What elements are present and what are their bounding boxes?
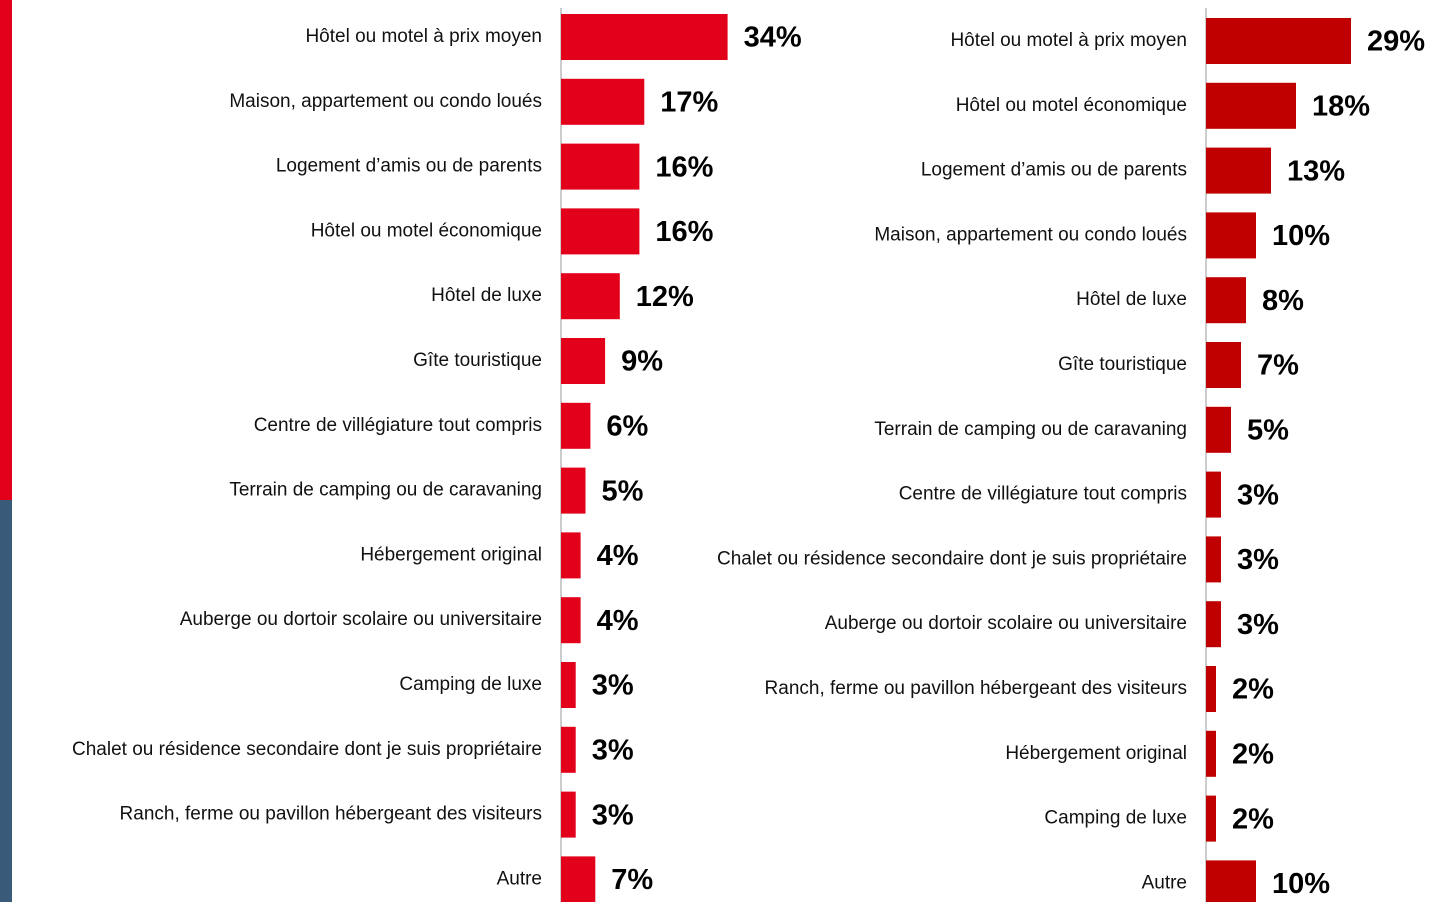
- bar: [1206, 212, 1256, 259]
- bar: [561, 273, 620, 320]
- category-label: Centre de villégiature tout compris: [254, 415, 542, 436]
- value-label: 5%: [602, 475, 644, 507]
- bar: [561, 791, 576, 838]
- category-label: Autre: [1142, 872, 1187, 893]
- bar: [561, 402, 591, 449]
- category-label: Ranch, ferme ou pavillon hébergeant des …: [120, 804, 542, 825]
- category-label: Gîte touristique: [1058, 354, 1187, 375]
- value-label: 29%: [1367, 26, 1425, 58]
- value-label: 10%: [1272, 868, 1330, 900]
- bar: [561, 467, 586, 514]
- category-label: Autre: [497, 868, 542, 889]
- value-label: 2%: [1232, 674, 1274, 706]
- bar: [1206, 730, 1216, 777]
- side-strip: [0, 0, 12, 500]
- category-label: Camping de luxe: [1044, 808, 1187, 829]
- bar: [1206, 82, 1296, 129]
- bar: [561, 662, 576, 708]
- bar: [1206, 147, 1271, 194]
- category-label: Terrain de camping ou de caravaning: [874, 419, 1187, 440]
- value-label: 4%: [597, 605, 639, 637]
- value-label: 4%: [597, 540, 639, 572]
- category-label: Hôtel de luxe: [1076, 289, 1187, 310]
- category-label: Maison, appartement ou condo loués: [874, 224, 1187, 245]
- category-label: Auberge ou dortoir scolaire ou universit…: [180, 609, 542, 630]
- value-label: 2%: [1232, 803, 1274, 835]
- side-image: [0, 500, 12, 902]
- value-label: 6%: [606, 410, 648, 442]
- category-label: Chalet ou résidence secondaire dont je s…: [72, 739, 542, 760]
- bar: [561, 597, 581, 644]
- category-label: Hôtel de luxe: [431, 285, 542, 306]
- category-label: Hôtel ou motel à prix moyen: [950, 30, 1187, 51]
- bar: [1206, 277, 1246, 324]
- bar: [1206, 18, 1351, 64]
- value-label: 16%: [655, 216, 713, 248]
- value-label: 16%: [655, 151, 713, 183]
- category-label: Logement d’amis ou de parents: [921, 160, 1187, 181]
- value-label: 12%: [636, 281, 694, 313]
- category-label: Hôtel ou motel à prix moyen: [305, 26, 542, 47]
- bar: [1206, 860, 1256, 902]
- bar: [1206, 471, 1221, 518]
- category-label: Centre de villégiature tout compris: [899, 484, 1187, 505]
- value-label: 3%: [592, 734, 634, 766]
- category-label: Hôtel ou motel économique: [956, 95, 1187, 116]
- bar: [561, 14, 728, 60]
- bar: [1206, 342, 1241, 388]
- bar: [1206, 666, 1216, 712]
- value-label: 3%: [1237, 479, 1279, 511]
- bar: [561, 78, 645, 125]
- bar: [561, 338, 606, 384]
- value-label: 3%: [1237, 609, 1279, 641]
- bar: [1206, 601, 1221, 648]
- value-label: 17%: [660, 86, 718, 118]
- category-label: Chalet ou résidence secondaire dont je s…: [717, 548, 1187, 569]
- category-label: Auberge ou dortoir scolaire ou universit…: [825, 613, 1187, 634]
- bar: [561, 532, 581, 579]
- value-label: 10%: [1272, 220, 1330, 252]
- value-label: 7%: [611, 864, 653, 896]
- value-label: 34%: [744, 22, 802, 54]
- value-label: 3%: [592, 799, 634, 831]
- category-label: Terrain de camping ou de caravaning: [229, 480, 542, 501]
- bar: [561, 726, 576, 773]
- bar: [1206, 536, 1221, 583]
- value-label: 8%: [1262, 285, 1304, 317]
- category-label: Hébergement original: [1005, 743, 1187, 764]
- bar: [1206, 406, 1231, 453]
- bar: [561, 208, 640, 255]
- value-label: 5%: [1247, 414, 1289, 446]
- value-label: 3%: [1237, 544, 1279, 576]
- value-label: 13%: [1287, 155, 1345, 187]
- bar: [561, 856, 596, 902]
- bar: [561, 143, 640, 190]
- category-label: Hôtel ou motel économique: [311, 220, 542, 241]
- category-label: Camping de luxe: [399, 674, 542, 695]
- value-label: 18%: [1312, 90, 1370, 122]
- value-label: 9%: [621, 346, 663, 378]
- value-label: 3%: [592, 670, 634, 702]
- category-label: Ranch, ferme ou pavillon hébergeant des …: [765, 678, 1187, 699]
- category-label: Hébergement original: [360, 544, 542, 565]
- category-label: Maison, appartement ou condo loués: [229, 91, 542, 112]
- bar: [1206, 795, 1216, 842]
- value-label: 7%: [1257, 350, 1299, 382]
- category-label: Logement d’amis ou de parents: [276, 156, 542, 177]
- category-label: Gîte touristique: [413, 350, 542, 371]
- value-label: 2%: [1232, 738, 1274, 770]
